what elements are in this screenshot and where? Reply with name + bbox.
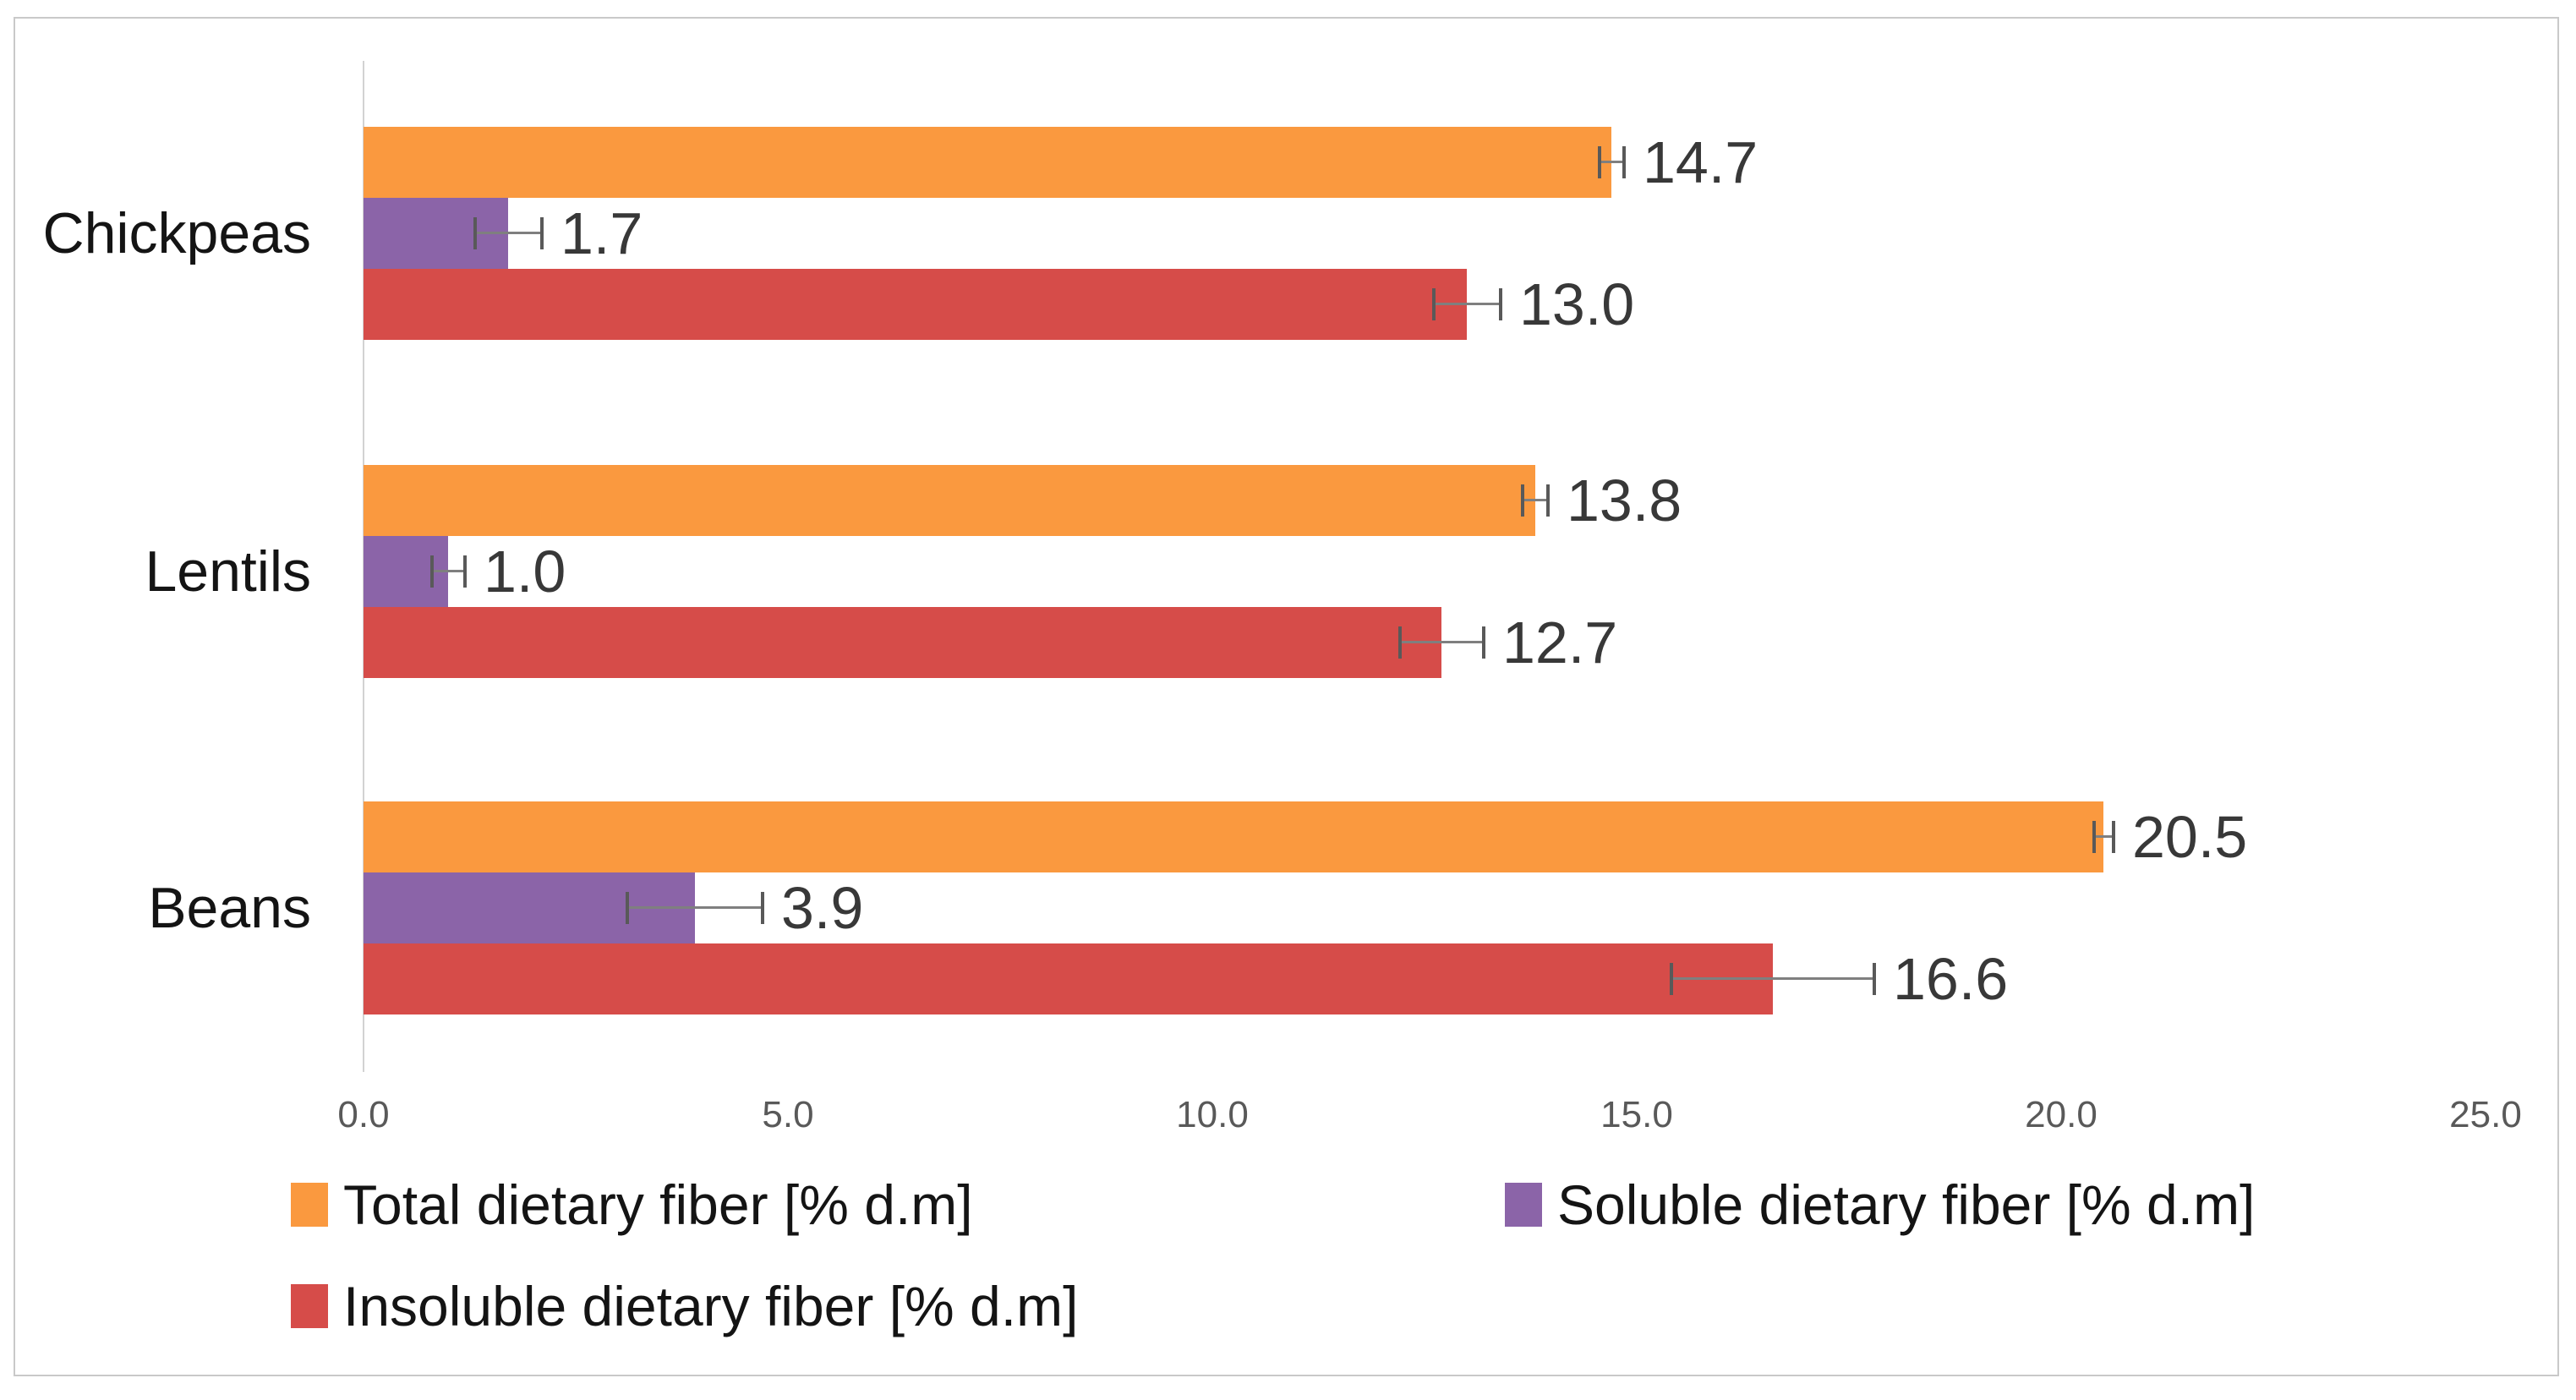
legend-swatch-insoluble (291, 1284, 328, 1328)
value-label-insoluble-chickpeas: 13.0 (1519, 271, 1635, 337)
error-bar-cap-left-total-lentils (1521, 484, 1524, 517)
error-bar-cap-right-soluble-chickpeas (540, 217, 544, 249)
value-label-insoluble-lentils: 12.7 (1502, 610, 1618, 675)
error-bar-cap-right-total-chickpeas (1622, 146, 1626, 178)
error-bar-insoluble-beans (1671, 977, 1874, 980)
error-bar-cap-left-soluble-lentils (430, 555, 434, 588)
error-bar-cap-left-total-chickpeas (1598, 146, 1601, 178)
value-label-total-chickpeas: 14.7 (1643, 129, 1758, 195)
error-bar-soluble-lentils (431, 570, 465, 572)
error-bar-cap-right-soluble-lentils (463, 555, 467, 588)
legend-swatch-soluble (1505, 1183, 1542, 1227)
error-bar-cap-right-total-lentils (1546, 484, 1550, 517)
error-bar-cap-right-insoluble-beans (1873, 963, 1876, 995)
error-bar-cap-right-soluble-beans (761, 892, 764, 924)
error-bar-cap-left-total-beans (2092, 821, 2096, 853)
error-bar-insoluble-chickpeas (1433, 303, 1501, 305)
x-tick-label: 0.0 (337, 1094, 390, 1135)
value-label-soluble-chickpeas: 1.7 (561, 200, 643, 266)
value-label-insoluble-beans: 16.6 (1893, 946, 2009, 1012)
error-bar-cap-left-insoluble-lentils (1398, 626, 1402, 659)
bar-total-lentils (364, 465, 1535, 536)
error-bar-soluble-beans (626, 906, 763, 909)
bar-insoluble-beans (364, 943, 1773, 1014)
legend-label-insoluble: Insoluble dietary fiber [% d.m] (343, 1275, 1079, 1337)
x-tick-label: 10.0 (1176, 1094, 1249, 1135)
bar-total-beans (364, 801, 2103, 872)
x-tick-label: 5.0 (762, 1094, 814, 1135)
bar-insoluble-lentils (364, 607, 1441, 678)
legend-swatch-total (291, 1183, 328, 1227)
value-label-total-beans: 20.5 (2132, 804, 2248, 870)
category-label-lentils: Lentils (145, 539, 311, 604)
x-tick-label: 15.0 (1600, 1094, 1673, 1135)
error-bar-cap-left-soluble-beans (626, 892, 629, 924)
error-bar-soluble-chickpeas (474, 232, 542, 234)
error-bar-cap-right-insoluble-lentils (1482, 626, 1485, 659)
legend-label-total: Total dietary fiber [% d.m] (343, 1173, 973, 1236)
category-label-beans: Beans (148, 876, 311, 940)
error-bar-total-lentils (1522, 499, 1547, 501)
x-tick-label: 20.0 (2025, 1094, 2097, 1135)
x-tick-label: 25.0 (2449, 1094, 2522, 1135)
error-bar-total-chickpeas (1599, 161, 1624, 163)
bar-insoluble-chickpeas (364, 269, 1467, 340)
error-bar-total-beans (2093, 835, 2114, 838)
value-label-soluble-beans: 3.9 (781, 875, 864, 941)
legend-label-soluble: Soluble dietary fiber [% d.m] (1557, 1173, 2256, 1236)
category-label-chickpeas: Chickpeas (42, 201, 312, 265)
value-label-soluble-lentils: 1.0 (484, 539, 566, 604)
error-bar-cap-left-insoluble-chickpeas (1432, 288, 1436, 320)
error-bar-cap-left-insoluble-beans (1670, 963, 1673, 995)
error-bar-cap-right-insoluble-chickpeas (1499, 288, 1502, 320)
error-bar-insoluble-lentils (1399, 641, 1484, 643)
bar-total-chickpeas (364, 127, 1611, 198)
error-bar-cap-left-soluble-chickpeas (473, 217, 477, 249)
value-label-total-lentils: 13.8 (1567, 468, 1682, 533)
error-bar-cap-right-total-beans (2112, 821, 2115, 853)
